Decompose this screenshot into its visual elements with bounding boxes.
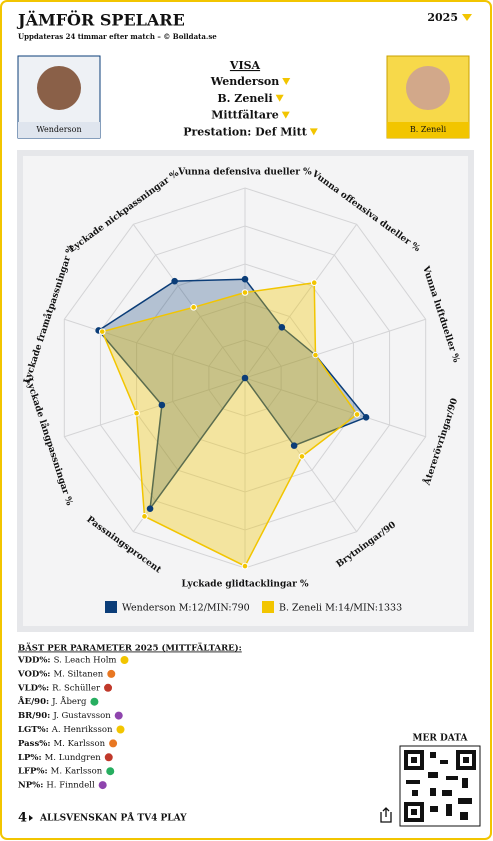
param-player: J. Gustavsson	[52, 711, 111, 721]
title: JÄMFÖR SPELARE	[16, 10, 185, 30]
spoke	[64, 318, 246, 379]
radar-point	[241, 374, 249, 382]
club-logo	[107, 669, 116, 678]
club-logo	[104, 683, 113, 692]
radar-point	[310, 279, 318, 286]
param-player: R. Schüller	[52, 683, 101, 693]
param-label: BR/90:	[18, 711, 50, 721]
axis-label: Lyckade glidtacklingar %	[182, 580, 309, 590]
club-logo	[109, 739, 118, 748]
param-label: LGT%:	[18, 725, 49, 735]
spoke	[244, 377, 426, 438]
radar-point	[98, 328, 106, 335]
share-icon[interactable]	[380, 807, 392, 823]
param-label: NP%:	[18, 781, 43, 791]
dropdown-arrow[interactable]	[282, 78, 291, 85]
spoke	[132, 223, 246, 379]
selection-row[interactable]: Mittfältare	[211, 109, 279, 122]
legend-swatch[interactable]	[105, 601, 117, 613]
param-player: H. Finndell	[46, 781, 95, 791]
selection-heading: VISA	[229, 59, 261, 72]
legend-label[interactable]: B. Zeneli M:14/MIN:1333	[279, 603, 402, 614]
club-logo	[98, 781, 107, 790]
param-player: M. Lundgren	[45, 753, 102, 763]
radar-point	[133, 409, 140, 417]
selection-row[interactable]: B. Zeneli	[217, 92, 272, 105]
spoke	[244, 223, 358, 379]
radar-point	[312, 351, 319, 359]
legend-label[interactable]: Wenderson M:12/MIN:790	[122, 603, 250, 614]
player-name: Wenderson	[36, 125, 81, 134]
club-logo	[116, 725, 125, 734]
param-player: S. Leach Holm	[54, 656, 117, 666]
param-player: J. Åberg	[51, 695, 87, 707]
radar-point	[158, 401, 166, 409]
more-data[interactable]: MER DATA	[413, 734, 469, 744]
radar-point	[241, 289, 249, 296]
radar-point	[298, 453, 306, 460]
tv4-logo[interactable]: 4	[18, 811, 27, 826]
dropdown-arrow[interactable]	[309, 128, 318, 136]
radar-point	[190, 303, 197, 311]
param-label: LFP%:	[18, 767, 48, 777]
radar-point	[362, 414, 370, 421]
club-logo	[114, 711, 123, 720]
play-icon	[29, 815, 33, 821]
player-photo	[406, 66, 450, 110]
best-heading: BÄST PER PARAMETER 2025 (MITTFÄLTARE):	[18, 641, 242, 654]
spoke	[64, 377, 246, 438]
param-label: VOD%:	[17, 669, 50, 679]
param-player: M. Karlsson	[53, 739, 105, 749]
radar-point	[241, 275, 249, 283]
axis-label: Vunna defensiva dueller %	[177, 168, 312, 178]
radar-point	[241, 562, 249, 570]
club-logo	[90, 697, 99, 706]
tv4-link[interactable]: ALLSVENSKAN PÅ TV4 PLAY	[39, 812, 187, 824]
radar-point	[146, 505, 154, 512]
selection-row[interactable]: Prestation: Def Mitt	[183, 125, 307, 138]
name-band	[18, 122, 100, 138]
radar-point	[141, 513, 148, 520]
param-label: LP%:	[18, 753, 42, 763]
param-player: M. Siltanen	[53, 669, 103, 679]
param-label: Pass%:	[18, 739, 50, 749]
param-player: M. Karlsson	[51, 767, 103, 777]
param-label: VLD%:	[17, 683, 49, 693]
radar-point	[290, 442, 298, 449]
dropdown-arrow[interactable]	[275, 94, 284, 102]
club-logo	[106, 767, 115, 776]
selection-row[interactable]: Wenderson	[210, 75, 279, 88]
player-photo	[37, 66, 81, 110]
club-logo	[120, 656, 129, 664]
radar-point	[171, 277, 178, 285]
radar-point	[278, 323, 286, 331]
param-player: A. Henriksson	[51, 725, 113, 735]
dropdown-arrow[interactable]	[462, 14, 472, 21]
player-name: B. Zeneli	[410, 125, 447, 134]
qr-pattern	[404, 750, 476, 822]
subtitle: Uppdateras 24 timmar efter match – © Bol…	[18, 32, 217, 41]
param-label: VDD%:	[17, 656, 51, 666]
club-logo	[104, 753, 113, 762]
param-label: ÅE/90:	[17, 695, 49, 707]
season[interactable]: 2025	[427, 11, 458, 24]
legend-swatch[interactable]	[262, 601, 274, 613]
spoke	[244, 318, 426, 379]
radar-point	[353, 411, 361, 418]
name-band	[387, 122, 469, 138]
dropdown-arrow[interactable]	[281, 111, 290, 119]
